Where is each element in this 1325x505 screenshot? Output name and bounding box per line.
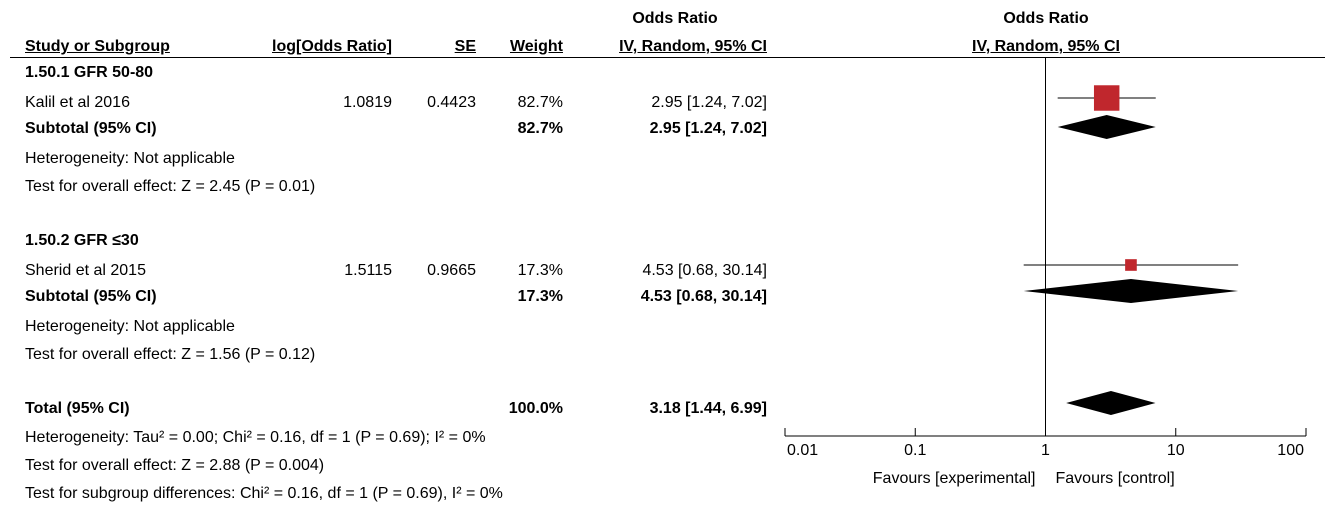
subtotal-2-diamond bbox=[1023, 279, 1239, 303]
total-overall-effect: Test for overall effect: Z = 2.88 (P = 0… bbox=[25, 457, 325, 474]
total-label: Total (95% CI) bbox=[25, 400, 130, 417]
study-row-2-logor: 1.5115 bbox=[344, 262, 392, 279]
col-header-weight: Weight bbox=[509, 38, 563, 55]
x-tick-label-0: 0.01 bbox=[787, 442, 818, 459]
subtotal-1-weight: 82.7% bbox=[517, 120, 563, 137]
subtotal-2-label: Subtotal (95% CI) bbox=[25, 288, 157, 305]
study-row-1-se: 0.4423 bbox=[427, 94, 476, 111]
subtotal-1-diamond bbox=[1057, 115, 1156, 139]
subgroup-1-title: 1.50.1 GFR 50-80 bbox=[25, 64, 154, 81]
x-tick-label-2: 1 bbox=[1041, 442, 1050, 459]
study-row-2-name: Sherid et al 2015 bbox=[25, 262, 146, 279]
study-marker-1 bbox=[1093, 85, 1120, 111]
study-row-1-name: Kalil et al 2016 bbox=[25, 94, 130, 111]
study-row-2-ci: 4.53 [0.68, 30.14] bbox=[642, 262, 767, 279]
plot-title: Odds Ratio bbox=[1003, 10, 1089, 27]
study-row-1-logor: 1.0819 bbox=[343, 94, 392, 111]
study-marker-2 bbox=[1125, 259, 1137, 271]
subtotal-1-ci: 2.95 [1.24, 7.02] bbox=[649, 120, 767, 137]
study-row-1-ci: 2.95 [1.24, 7.02] bbox=[651, 94, 767, 111]
subgroup-1-overall-effect: Test for overall effect: Z = 2.45 (P = 0… bbox=[25, 178, 316, 195]
x-tick-label-4: 100 bbox=[1277, 442, 1304, 459]
total-diamond bbox=[1066, 391, 1156, 415]
or-column-title: Odds Ratio bbox=[632, 10, 718, 27]
col-header-logor: log[Odds Ratio] bbox=[272, 38, 392, 55]
subtotal-1-label: Subtotal (95% CI) bbox=[25, 120, 157, 137]
study-row-2-weight: 17.3% bbox=[517, 262, 563, 279]
total-weight: 100.0% bbox=[508, 400, 563, 417]
study-row-1-weight: 82.7% bbox=[517, 94, 563, 111]
subgroup-differences: Test for subgroup differences: Chi² = 0.… bbox=[25, 485, 503, 502]
header-rule bbox=[10, 57, 1325, 58]
total-heterogeneity: Heterogeneity: Tau² = 0.00; Chi² = 0.16,… bbox=[25, 429, 486, 446]
or-column-method: IV, Random, 95% CI bbox=[619, 38, 767, 55]
total-ci: 3.18 [1.44, 6.99] bbox=[649, 400, 767, 417]
subgroup-2-heterogeneity: Heterogeneity: Not applicable bbox=[25, 318, 235, 335]
subgroup-2-overall-effect: Test for overall effect: Z = 1.56 (P = 0… bbox=[25, 346, 316, 363]
subgroup-2-title: 1.50.2 GFR ≤30 bbox=[25, 232, 139, 249]
col-header-study: Study or Subgroup bbox=[25, 38, 170, 55]
favours-control-label: Favours [control] bbox=[1056, 470, 1175, 487]
subtotal-2-ci: 4.53 [0.68, 30.14] bbox=[640, 288, 767, 305]
plot-method: IV, Random, 95% CI bbox=[972, 38, 1120, 55]
subtotal-2-weight: 17.3% bbox=[517, 288, 563, 305]
col-header-se: SE bbox=[454, 38, 476, 55]
x-tick-label-1: 0.1 bbox=[904, 442, 926, 459]
favours-experimental-label: Favours [experimental] bbox=[873, 470, 1036, 487]
study-row-2-se: 0.9665 bbox=[427, 262, 476, 279]
subgroup-1-heterogeneity: Heterogeneity: Not applicable bbox=[25, 150, 235, 167]
x-tick-label-3: 10 bbox=[1167, 442, 1185, 459]
